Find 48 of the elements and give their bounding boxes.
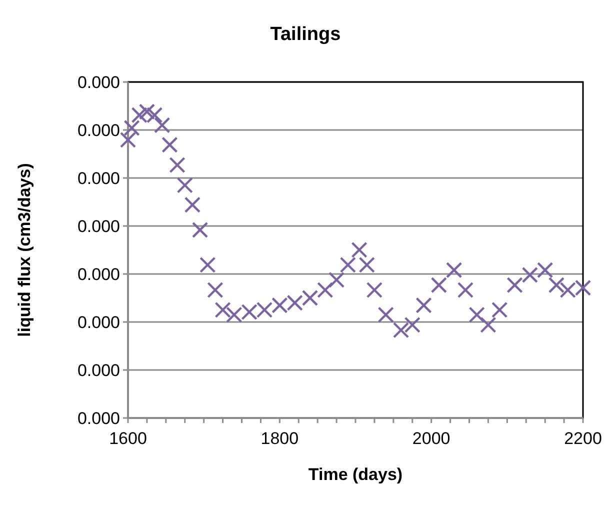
chart-title: Tailings bbox=[270, 24, 341, 45]
point bbox=[169, 156, 186, 174]
point bbox=[176, 177, 193, 194]
point bbox=[351, 242, 368, 258]
point bbox=[378, 306, 394, 323]
point bbox=[154, 117, 170, 134]
x-axis-title: Time (days) bbox=[308, 465, 403, 484]
y-axis-title: liquid flux (cm3/days) bbox=[15, 163, 34, 337]
point bbox=[184, 196, 201, 213]
text: 0.000 bbox=[77, 313, 120, 332]
point bbox=[317, 282, 334, 298]
point bbox=[138, 104, 156, 120]
point bbox=[207, 282, 224, 298]
point bbox=[358, 256, 375, 273]
text: 0.000 bbox=[77, 121, 120, 140]
point bbox=[404, 316, 420, 333]
point bbox=[430, 276, 448, 294]
x-tick-label: 1800 bbox=[260, 429, 299, 448]
point bbox=[124, 120, 140, 136]
point bbox=[392, 322, 410, 338]
text: 0.000 bbox=[77, 409, 120, 428]
point bbox=[200, 256, 216, 273]
point bbox=[192, 222, 208, 238]
point bbox=[548, 276, 565, 294]
point bbox=[446, 262, 462, 278]
x-tick-label: 2200 bbox=[564, 429, 602, 448]
point bbox=[457, 282, 474, 298]
text: 0.000 bbox=[77, 169, 120, 188]
point bbox=[366, 282, 383, 298]
x-tick-label: 2000 bbox=[412, 429, 450, 448]
point bbox=[468, 306, 485, 323]
point bbox=[491, 302, 508, 318]
point bbox=[480, 316, 496, 333]
text: 0.000 bbox=[77, 73, 120, 92]
point bbox=[120, 132, 136, 148]
point bbox=[214, 302, 231, 318]
point bbox=[506, 276, 523, 294]
text: 0.000 bbox=[77, 217, 120, 236]
point bbox=[536, 262, 554, 278]
x-tick-label: 1600 bbox=[109, 429, 147, 448]
text: 0.000 bbox=[77, 361, 120, 380]
point bbox=[162, 136, 178, 153]
point bbox=[522, 266, 538, 284]
point bbox=[328, 272, 345, 288]
point bbox=[340, 256, 356, 273]
point bbox=[416, 297, 432, 314]
text: 0.000 bbox=[77, 265, 120, 284]
point bbox=[302, 290, 318, 306]
